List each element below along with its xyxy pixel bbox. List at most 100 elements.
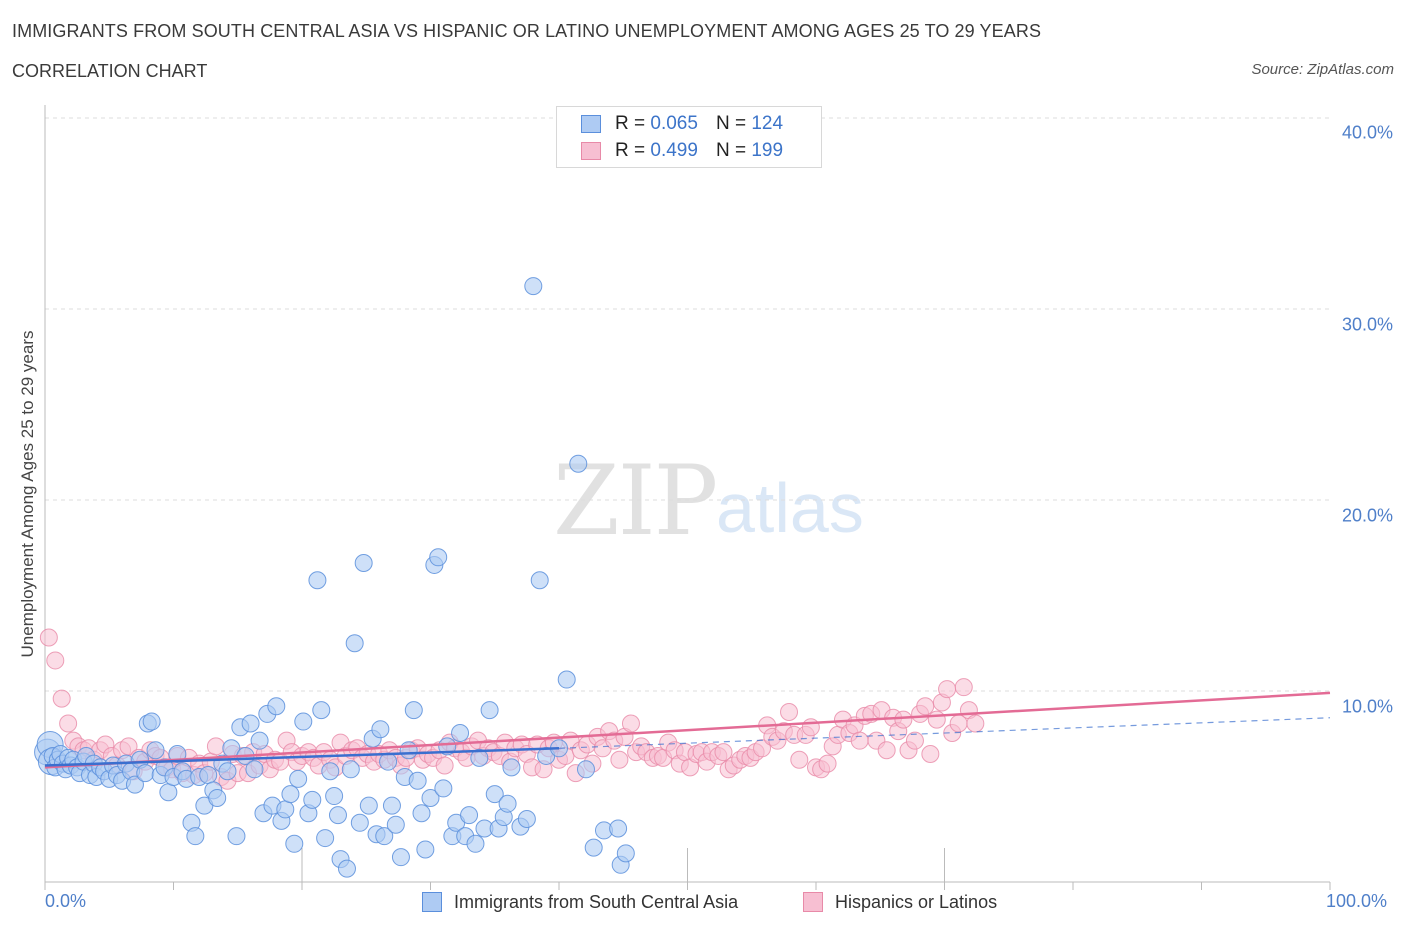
data-point-hispanic xyxy=(850,731,869,750)
data-point-south-central-asia xyxy=(460,806,479,825)
data-point-hispanic xyxy=(790,750,809,769)
bottom-legend-series-b: Hispanics or Latinos xyxy=(803,889,997,915)
data-point-hispanic xyxy=(927,710,946,729)
trend-line-south-central-asia xyxy=(44,747,560,767)
legend-r-label: R = xyxy=(615,140,646,161)
data-point-south-central-asia xyxy=(609,819,628,838)
data-point-south-central-asia xyxy=(142,712,161,731)
data-point-south-central-asia xyxy=(303,790,322,809)
data-point-south-central-asia xyxy=(404,701,423,720)
trend-line-extension-south-central-asia xyxy=(558,717,1331,749)
data-point-south-central-asia xyxy=(502,758,521,777)
data-point-south-central-asia xyxy=(386,815,405,834)
data-point-south-central-asia xyxy=(289,769,308,788)
data-point-south-central-asia xyxy=(584,838,603,857)
data-point-south-central-asia xyxy=(316,829,335,848)
data-point-south-central-asia xyxy=(218,762,237,781)
bottom-legend-series-a: Immigrants from South Central Asia xyxy=(422,889,738,915)
source-credit: Source: ZipAtlas.com xyxy=(1251,61,1394,78)
data-point-south-central-asia xyxy=(337,859,356,878)
data-point-south-central-asia xyxy=(412,804,431,823)
data-point-south-central-asia xyxy=(416,840,435,859)
legend-n-value: 124 xyxy=(751,113,784,134)
trend-line-hispanic xyxy=(44,691,1331,769)
data-point-hispanic xyxy=(894,710,913,729)
series-b-swatch xyxy=(581,142,601,160)
data-point-south-central-asia xyxy=(159,783,178,802)
data-point-south-central-asia xyxy=(470,748,489,767)
data-point-south-central-asia xyxy=(498,794,517,813)
correlation-legend: R = 0.065 N = 124 R = 0.499 N = 199 xyxy=(556,106,822,168)
data-point-south-central-asia xyxy=(375,827,394,846)
data-point-hispanic xyxy=(877,741,896,760)
data-point-south-central-asia xyxy=(186,827,205,846)
data-point-south-central-asia xyxy=(480,701,499,720)
series-b-name: Hispanics or Latinos xyxy=(835,891,998,912)
series-b-swatch xyxy=(803,892,823,912)
data-point-south-central-asia xyxy=(421,788,440,807)
data-point-south-central-asia xyxy=(354,554,373,573)
legend-n-value: 199 xyxy=(751,140,784,161)
data-point-south-central-asia xyxy=(359,796,378,815)
data-point-south-central-asia xyxy=(451,724,470,743)
x-tick-label-max: 100.0% xyxy=(1326,891,1388,911)
data-point-south-central-asia xyxy=(382,796,401,815)
watermark-atlas: atlas xyxy=(716,469,864,547)
legend-r-value: 0.065 xyxy=(650,113,698,134)
data-point-south-central-asia xyxy=(341,760,360,779)
data-point-south-central-asia xyxy=(379,752,398,771)
data-point-hispanic xyxy=(905,731,924,750)
data-point-hispanic xyxy=(921,745,940,764)
data-point-hispanic xyxy=(39,628,58,647)
data-point-hispanic xyxy=(46,651,65,670)
y-tick-label: 20.0% xyxy=(1341,505,1393,526)
legend-row-series-b: R = 0.499 N = 199 xyxy=(581,139,783,163)
data-point-south-central-asia xyxy=(321,762,340,781)
data-point-south-central-asia xyxy=(517,809,536,828)
data-point-south-central-asia xyxy=(227,827,246,846)
data-point-hispanic xyxy=(610,750,629,769)
data-point-hispanic xyxy=(938,680,957,699)
data-point-south-central-asia xyxy=(294,712,313,731)
data-point-south-central-asia xyxy=(391,848,410,867)
data-point-hispanic xyxy=(206,737,225,756)
data-point-south-central-asia xyxy=(345,634,364,653)
legend-n-label: N = xyxy=(715,140,747,161)
data-point-hispanic xyxy=(954,678,973,697)
series-a-swatch xyxy=(422,892,442,912)
data-point-south-central-asia xyxy=(485,785,504,804)
data-point-hispanic xyxy=(59,714,78,733)
data-point-south-central-asia xyxy=(125,775,144,794)
y-tick-label: 40.0% xyxy=(1341,122,1393,143)
legend-row-series-a: R = 0.065 N = 124 xyxy=(581,112,783,136)
data-point-south-central-asia xyxy=(569,454,588,473)
data-point-south-central-asia xyxy=(245,760,264,779)
y-tick-label: 10.0% xyxy=(1341,696,1393,717)
data-point-south-central-asia xyxy=(285,834,304,853)
legend-n-label: N = xyxy=(715,113,747,134)
data-point-hispanic xyxy=(780,703,799,722)
data-point-south-central-asia xyxy=(429,548,448,567)
data-point-south-central-asia xyxy=(530,571,549,590)
data-point-hispanic xyxy=(119,737,138,756)
data-point-hispanic xyxy=(818,754,837,773)
data-point-south-central-asia xyxy=(328,806,347,825)
series-a-name: Immigrants from South Central Asia xyxy=(454,891,739,912)
data-point-south-central-asia xyxy=(146,741,165,760)
data-point-south-central-asia xyxy=(267,697,286,716)
data-point-hispanic xyxy=(621,714,640,733)
data-point-hispanic xyxy=(435,756,454,775)
data-point-south-central-asia xyxy=(276,800,295,819)
data-point-south-central-asia xyxy=(576,760,595,779)
data-point-hispanic xyxy=(714,743,733,762)
chart-title: IMMIGRANTS FROM SOUTH CENTRAL ASIA VS HI… xyxy=(12,21,1042,41)
data-point-south-central-asia xyxy=(557,670,576,689)
data-point-hispanic xyxy=(916,697,935,716)
data-point-south-central-asia xyxy=(325,787,344,806)
data-point-hispanic xyxy=(966,714,985,733)
data-point-south-central-asia xyxy=(312,701,331,720)
data-point-south-central-asia xyxy=(208,788,227,807)
data-point-hispanic xyxy=(52,689,71,708)
data-point-south-central-asia xyxy=(408,771,427,790)
data-point-south-central-asia xyxy=(281,785,300,804)
